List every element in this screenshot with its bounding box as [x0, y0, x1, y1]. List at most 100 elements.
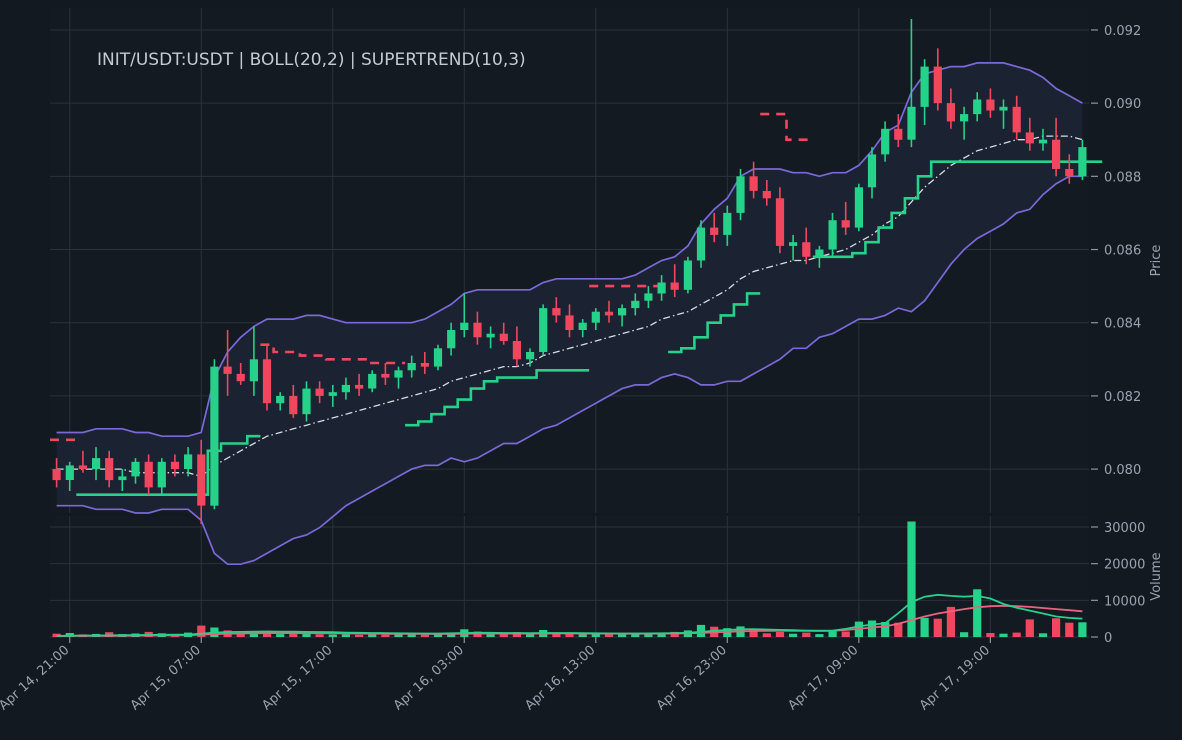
candle-body[interactable] [539, 308, 548, 352]
volume-bar[interactable] [762, 633, 771, 637]
volume-bar[interactable] [197, 625, 206, 637]
candle-body[interactable] [394, 370, 403, 378]
volume-bar[interactable] [749, 630, 758, 637]
candle-body[interactable] [526, 352, 535, 360]
candle-body[interactable] [355, 384, 364, 389]
candle-body[interactable] [223, 366, 232, 374]
volume-bar[interactable] [999, 633, 1008, 637]
volume-bar[interactable] [946, 606, 955, 637]
candle-body[interactable] [946, 103, 955, 122]
volume-bar[interactable] [815, 634, 824, 637]
candle-body[interactable] [473, 322, 482, 338]
candle-body[interactable] [157, 461, 166, 488]
volume-bar[interactable] [920, 617, 929, 637]
volume-bar[interactable] [1038, 633, 1048, 637]
volume-bar[interactable] [670, 631, 679, 637]
volume-bar[interactable] [604, 634, 614, 637]
volume-bar[interactable] [341, 634, 350, 637]
candle-body[interactable] [1078, 147, 1087, 177]
volume-bar[interactable] [1012, 632, 1021, 637]
candle-body[interactable] [1052, 139, 1061, 169]
volume-bar[interactable] [315, 634, 324, 637]
volume-bar[interactable] [526, 634, 535, 637]
candle-body[interactable] [262, 359, 272, 404]
candle-body[interactable] [381, 373, 390, 378]
candle-body[interactable] [1025, 132, 1034, 144]
candle-body[interactable] [815, 249, 824, 257]
candle-body[interactable] [460, 322, 469, 330]
volume-bar[interactable] [618, 634, 627, 638]
candle-body[interactable] [618, 308, 627, 316]
volume-bar[interactable] [775, 631, 785, 637]
candle-body[interactable] [499, 333, 508, 341]
volume-bar[interactable] [789, 633, 798, 637]
volume-bar[interactable] [420, 634, 429, 637]
candle-body[interactable] [341, 384, 350, 393]
candle-body[interactable] [565, 315, 574, 330]
volume-bar[interactable] [631, 633, 640, 637]
volume-bar[interactable] [552, 633, 561, 637]
candle-body[interactable] [302, 388, 311, 415]
candle-body[interactable] [683, 260, 692, 290]
volume-bar[interactable] [328, 634, 337, 637]
candle-body[interactable] [144, 461, 153, 488]
candle-body[interactable] [447, 330, 456, 349]
candle-body[interactable] [854, 187, 863, 228]
candle-body[interactable] [131, 461, 140, 477]
candle-body[interactable] [644, 293, 653, 301]
candle-body[interactable] [933, 66, 942, 104]
volume-bar[interactable] [644, 633, 653, 637]
volume-bar[interactable] [499, 634, 508, 637]
candle-body[interactable] [1038, 139, 1048, 144]
candle-body[interactable] [736, 176, 745, 213]
volume-bar[interactable] [394, 634, 403, 637]
volume-bar[interactable] [565, 633, 574, 637]
candle-body[interactable] [486, 333, 495, 338]
candle-body[interactable] [210, 366, 219, 506]
volume-bar[interactable] [433, 633, 443, 637]
candle-body[interactable] [920, 66, 929, 107]
candle-body[interactable] [407, 363, 416, 371]
candle-body[interactable] [1012, 106, 1021, 133]
volume-bar[interactable] [907, 521, 916, 638]
candle-body[interactable] [118, 476, 127, 481]
volume-bar[interactable] [1065, 622, 1074, 637]
volume-bar[interactable] [933, 618, 942, 637]
volume-bar[interactable] [276, 634, 285, 637]
candle-body[interactable] [315, 388, 324, 396]
volume-bar[interactable] [867, 620, 877, 638]
volume-bar[interactable] [302, 633, 311, 637]
candle-body[interactable] [105, 458, 114, 481]
volume-bar[interactable] [802, 632, 811, 637]
volume-bar[interactable] [236, 633, 245, 637]
candle-body[interactable] [552, 308, 561, 316]
candle-body[interactable] [52, 469, 61, 481]
candle-body[interactable] [670, 282, 679, 290]
volume-bar[interactable] [407, 634, 416, 637]
volume-bar[interactable] [841, 631, 850, 638]
candle-body[interactable] [986, 99, 995, 111]
candle-body[interactable] [749, 176, 758, 191]
candle-body[interactable] [328, 392, 337, 396]
volume-bar[interactable] [960, 632, 969, 637]
volume-bar[interactable] [1052, 618, 1061, 637]
candle-body[interactable] [197, 454, 206, 506]
candle-body[interactable] [867, 154, 877, 188]
candle-body[interactable] [368, 373, 377, 389]
volume-bar[interactable] [1025, 619, 1034, 637]
volume-bar[interactable] [578, 634, 587, 637]
volume-bar[interactable] [512, 632, 521, 637]
candle-body[interactable] [512, 341, 521, 360]
candle-body[interactable] [973, 99, 982, 115]
volume-bar[interactable] [355, 634, 364, 637]
volume-bar[interactable] [696, 624, 706, 637]
volume-bar[interactable] [894, 622, 903, 637]
volume-bar[interactable] [368, 634, 377, 638]
candle-body[interactable] [433, 348, 443, 367]
candle-body[interactable] [696, 227, 706, 261]
volume-bar[interactable] [986, 633, 995, 637]
candle-body[interactable] [1065, 169, 1074, 177]
candle-body[interactable] [841, 220, 850, 228]
volume-bar[interactable] [973, 589, 982, 637]
